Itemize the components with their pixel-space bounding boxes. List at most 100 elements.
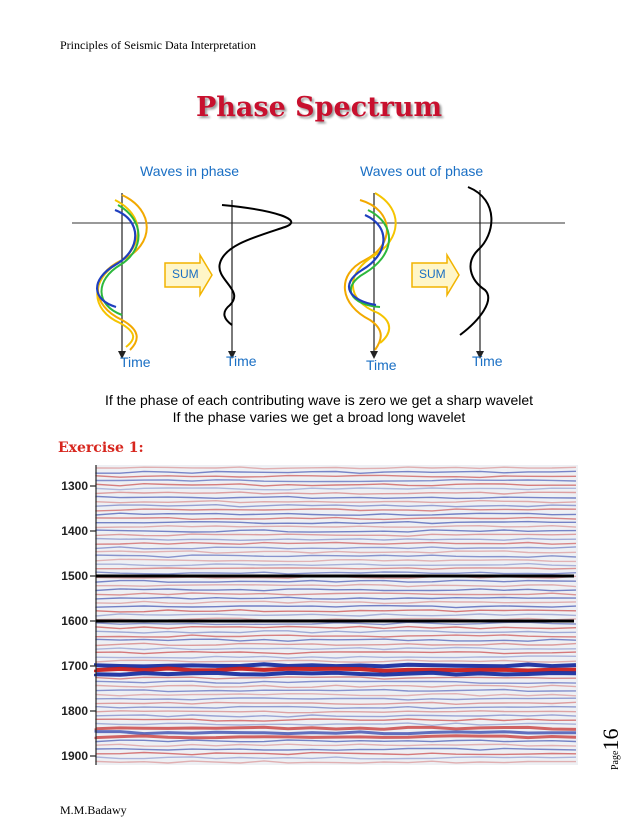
reflector-band: [95, 751, 577, 756]
page-footer: M.M.Badawy: [60, 803, 127, 817]
reflector-band: [95, 567, 577, 570]
reflector-band: [95, 482, 576, 487]
reflector-band: [94, 734, 577, 740]
reflector-band: [95, 588, 577, 592]
reflector-band: [95, 760, 576, 764]
wave-green-2: [350, 209, 390, 308]
wave-orange-2: [344, 199, 388, 351]
reflector-band: [95, 508, 577, 512]
exercise-heading: Exercise 1:: [58, 440, 144, 456]
in-phase-sum-wavelet: [218, 200, 293, 359]
reflector-band: [95, 638, 577, 642]
reflector-band: [95, 646, 577, 651]
reflector-band: [95, 697, 577, 701]
reflector-band: [94, 666, 576, 673]
reflector-band: [95, 487, 577, 491]
reflector-band: [95, 499, 577, 504]
reflector-band: [95, 650, 577, 655]
in-phase-heading: Waves in phase: [140, 163, 240, 179]
reflector-band: [95, 491, 577, 495]
reflector-band: [95, 739, 577, 743]
sum-arrow-left: [164, 252, 213, 298]
reflector-band: [95, 609, 577, 613]
reflector-band: [95, 634, 577, 638]
reflector-band: [95, 600, 577, 605]
reflector-band: [95, 743, 577, 747]
page-header: Principles of Seismic Data Interpretatio…: [60, 38, 256, 52]
reflector-band: [94, 670, 577, 677]
reflector-band: [95, 596, 577, 600]
page-number-value: 16: [598, 728, 623, 751]
out-phase-waves: [344, 192, 397, 359]
reflector-band: [95, 474, 577, 479]
reflector-band: [95, 688, 577, 693]
reflector-band: [95, 524, 577, 529]
wave-blue-2: [348, 213, 385, 307]
time-label-1: Time: [120, 354, 151, 370]
depth-tick-label: 1900: [61, 749, 88, 763]
reflector-band: [95, 541, 577, 545]
sum-label-right: SUM: [419, 267, 446, 281]
depth-tick-label: 1800: [61, 704, 88, 718]
reflector-band: [95, 756, 577, 760]
caption-line-1: If the phase of each contributing wave i…: [104, 392, 534, 408]
time-label-2: Time: [226, 353, 257, 369]
reflector-band: [95, 655, 577, 659]
reflector-band: [95, 579, 577, 583]
reflector-band: [95, 714, 577, 718]
reflector-band: [95, 470, 577, 475]
reflector-band: [95, 512, 577, 516]
page-title: Phase Spectrum: [195, 92, 443, 123]
reflector-band: [95, 533, 577, 537]
caption-line-2: If the phase varies we get a broad long …: [172, 409, 466, 425]
reflector-band: [95, 613, 577, 617]
reflector-band: [94, 662, 577, 669]
reflector-band: [95, 629, 577, 634]
depth-tick-label: 1500: [61, 569, 88, 583]
reflector-band: [95, 676, 577, 680]
reflector-band: [95, 571, 577, 575]
reflector-band: [95, 550, 577, 554]
seismic-image: 1300 1400 1500 1600 1700 1800 1900: [50, 465, 578, 765]
wave-yellow-2: [351, 192, 397, 344]
time-label-3: Time: [366, 357, 397, 373]
reflector-band: [94, 730, 576, 736]
reflector-band: [95, 710, 577, 714]
reflector-band: [95, 684, 577, 689]
reflector-band: [95, 537, 577, 542]
out-phase-heading: Waves out of phase: [360, 163, 484, 179]
reflector-band: [95, 583, 577, 588]
wave-blue: [96, 208, 137, 309]
in-phase-waves: [96, 193, 148, 359]
reflector-band: [95, 692, 577, 697]
depth-tick-label: 1300: [61, 479, 88, 493]
reflector-band: [95, 546, 577, 550]
reflector-band: [95, 520, 576, 525]
reflector-band: [95, 604, 577, 609]
seismic-section: 1300 1400 1500 1600 1700 1800 1900: [50, 465, 578, 765]
reflector-band: [95, 722, 577, 727]
reflector-band: [95, 680, 577, 685]
sum-label-left: SUM: [172, 267, 199, 281]
depth-tick-label: 1700: [61, 659, 88, 673]
out-phase-sum-wavelet: [459, 186, 493, 359]
sum-arrow-right: [411, 252, 460, 298]
reflector-band: [95, 621, 577, 626]
reflector-band: [95, 503, 577, 508]
reflector-band: [95, 718, 577, 722]
page-number: Page16: [598, 729, 624, 770]
phase-diagram: [72, 186, 565, 359]
reflector-band: [95, 562, 577, 567]
depth-tick-label: 1400: [61, 524, 88, 538]
time-label-4: Time: [472, 353, 503, 369]
depth-tick-label: 1600: [61, 614, 88, 628]
reflector-band: [95, 558, 577, 563]
reflector-band: [95, 701, 577, 706]
reflector-band: [95, 747, 577, 751]
reflector-band: [95, 705, 577, 710]
phase-figure: Waves in phase Waves out of phase SUM SU…: [60, 155, 580, 385]
reflector-band: [95, 625, 577, 630]
reflector-band: [95, 516, 577, 521]
reflector-band: [95, 495, 577, 500]
reflector-band: [95, 592, 577, 596]
